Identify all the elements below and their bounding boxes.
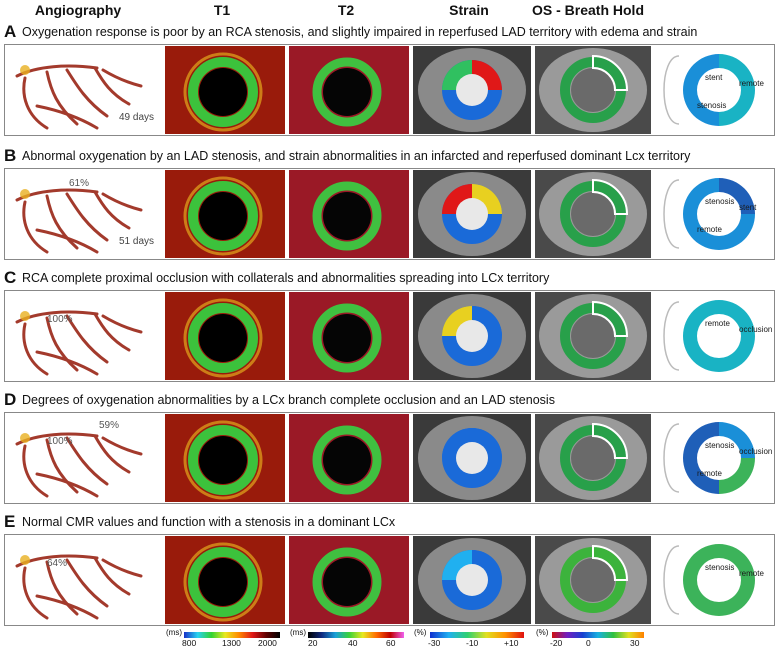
segment-diagram: stenosis stent remote: [655, 170, 773, 258]
t1-map: [165, 292, 285, 380]
t1-scale: (ms) 800 1300 2000: [166, 628, 280, 648]
strain-map: [413, 536, 531, 624]
t1-map: [165, 536, 285, 624]
t2-map: [289, 46, 409, 134]
segment-label: occlusion: [739, 447, 772, 456]
os-map: [535, 536, 651, 624]
segment-label: remote: [705, 319, 730, 328]
t2-scale: (ms) 20 40 60: [290, 628, 404, 648]
row-caption: Abnormal oxygenation by an LAD stenosis,…: [22, 149, 691, 163]
segment-label: stenosis: [705, 563, 734, 572]
os-scale: (%) -20 0 30: [536, 628, 646, 648]
row-letter: A: [4, 22, 17, 41]
strain-scale: (%) -30 -10 +10: [414, 628, 526, 648]
stenosis-percent: 61%: [69, 178, 90, 189]
strain-tick: -10: [466, 638, 479, 648]
t2-tick: 60: [386, 638, 396, 648]
t1-tick: 1300: [222, 638, 241, 648]
os-map: [535, 46, 651, 134]
segment-label: remote: [697, 469, 722, 478]
t1-map: [165, 170, 285, 258]
t1-tick: 2000: [258, 638, 277, 648]
row-letter: E: [4, 512, 16, 531]
header-t1: T1: [213, 2, 231, 18]
header-t2: T2: [337, 2, 355, 18]
t2-map: [289, 414, 409, 502]
os-tick: 0: [586, 638, 591, 648]
figure-row: E Normal CMR values and function with a s…: [0, 512, 778, 630]
segment-label: remote: [739, 569, 764, 578]
row-caption: Oxygenation response is poor by an RCA s…: [22, 25, 698, 39]
t1-map: [165, 46, 285, 134]
segment-label: remote: [697, 225, 722, 234]
days-label: 51 days: [119, 236, 155, 247]
os-tick: 30: [630, 638, 640, 648]
os-scale-unit: (%): [536, 628, 549, 637]
angiography-panel: 100% 59%: [7, 414, 162, 502]
figure-row: A Oxygenation response is poor by an RCA …: [0, 22, 778, 140]
segment-diagram: stenosis remote: [655, 536, 773, 624]
segment-label: stenosis: [697, 101, 726, 110]
angiography-panel: 100%: [7, 292, 162, 380]
segment-label: remote: [739, 79, 764, 88]
figure-row: B Abnormal oxygenation by an LAD stenosis…: [0, 146, 778, 264]
panel-strip: 100% remote occlusion: [4, 290, 775, 382]
row-letter: B: [4, 146, 17, 165]
strain-map: [413, 292, 531, 380]
t1-tick: 800: [182, 638, 197, 648]
segment-label: occlusion: [739, 325, 772, 334]
row-caption: Normal CMR values and function with a st…: [22, 515, 396, 529]
header-angiography: Angiography: [34, 2, 122, 18]
segment-diagram: stent remote stenosis: [655, 46, 773, 134]
t1-map: [165, 414, 285, 502]
row-letter: C: [4, 268, 17, 287]
panel-strip: 51 days 61% stenosis stent remote: [4, 168, 775, 260]
t2-map: [289, 536, 409, 624]
t2-scale-unit: (ms): [290, 628, 306, 637]
panel-strip: 64% stenosis remote: [4, 534, 775, 626]
figure-row: D Degrees of oxygenation abnormalities by…: [0, 390, 778, 508]
figure-row: C RCA complete proximal occlusion with co…: [0, 268, 778, 386]
stenosis-percent-secondary: 59%: [99, 420, 120, 431]
angiography-panel: 49 days: [7, 46, 162, 134]
stenosis-percent: 64%: [47, 558, 68, 569]
segment-label: stenosis: [705, 441, 734, 450]
os-map: [535, 414, 651, 502]
panel-strip: 49 days stent remote stenosis: [4, 44, 775, 136]
stenosis-percent: 100%: [47, 436, 73, 447]
angiography-panel: 51 days 61%: [7, 170, 162, 258]
stenosis-percent: 100%: [47, 314, 73, 325]
strain-map: [413, 170, 531, 258]
angiography-panel: 64%: [7, 536, 162, 624]
strain-scale-unit: (%): [414, 628, 427, 637]
os-map: [535, 170, 651, 258]
segment-diagram: stenosis occlusion remote: [655, 414, 773, 502]
os-tick: -20: [550, 638, 563, 648]
t2-map: [289, 170, 409, 258]
t2-map: [289, 292, 409, 380]
header-strain: Strain: [449, 2, 489, 18]
strain-tick: +10: [504, 638, 519, 648]
row-letter: D: [4, 390, 17, 409]
panel-strip: 100% 59% stenosis occlusion remote: [4, 412, 775, 504]
segment-label: stenosis: [705, 197, 734, 206]
strain-map: [413, 414, 531, 502]
header-os: OS - Breath Hold: [531, 2, 644, 18]
strain-map: [413, 46, 531, 134]
strain-tick: -30: [428, 638, 441, 648]
segment-diagram: remote occlusion: [655, 292, 773, 380]
t2-tick: 20: [308, 638, 318, 648]
row-caption: Degrees of oxygenation abnormalities by …: [22, 393, 555, 407]
segment-label: stent: [705, 73, 723, 82]
t2-tick: 40: [348, 638, 358, 648]
segment-label: stent: [739, 203, 757, 212]
days-label: 49 days: [119, 112, 155, 123]
os-map: [535, 292, 651, 380]
row-caption: RCA complete proximal occlusion with col…: [22, 271, 550, 285]
t1-scale-unit: (ms): [166, 628, 182, 637]
